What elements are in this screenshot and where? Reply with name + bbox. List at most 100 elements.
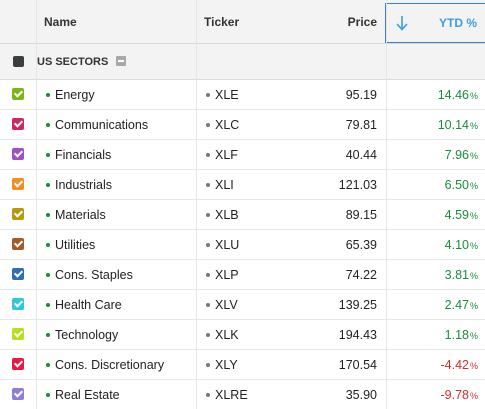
price-cell: 95.19 <box>296 80 377 109</box>
bullet-dot-icon <box>46 363 50 367</box>
ticker-cell: XLK <box>206 320 296 349</box>
column-header-ytd[interactable]: YTD % <box>385 3 485 43</box>
ticker-cell: XLI <box>206 170 296 199</box>
table-row[interactable]: Real Estate XLRE 35.90 -9.78% <box>0 380 485 409</box>
price-cell: 74.22 <box>296 260 377 289</box>
price-cell: 194.43 <box>296 320 377 349</box>
price-value: 40.44 <box>345 147 377 162</box>
ticker-cell: XLE <box>206 80 296 109</box>
bullet-dot-icon <box>46 333 50 337</box>
group-label: US SECTORS <box>37 55 109 68</box>
column-header-name[interactable]: Name <box>44 0 194 43</box>
ytd-unit: % <box>469 240 478 251</box>
ticker-cell: XLP <box>206 260 296 289</box>
sector-name: Cons. Staples <box>55 267 133 282</box>
series-checkbox[interactable] <box>12 238 24 250</box>
table-row[interactable]: Energy XLE 95.19 14.46% <box>0 80 485 110</box>
series-checkbox[interactable] <box>12 358 24 370</box>
price-cell: 89.15 <box>296 200 377 229</box>
ytd-value: 2.47 <box>444 297 469 312</box>
ticker-cell: XLF <box>206 140 296 169</box>
bullet-dot-icon <box>206 243 210 247</box>
bullet-dot-icon <box>46 393 50 397</box>
sector-name: Real Estate <box>55 387 120 402</box>
table-row[interactable]: Technology XLK 194.43 1.18% <box>0 320 485 350</box>
ytd-unit: % <box>469 210 478 221</box>
name-cell: Materials <box>46 200 191 229</box>
column-header-ticker[interactable]: Ticker <box>204 0 294 43</box>
series-checkbox[interactable] <box>12 328 24 340</box>
price-cell: 79.81 <box>296 110 377 139</box>
table-row[interactable]: Utilities XLU 65.39 4.10% <box>0 230 485 260</box>
table-row[interactable]: Health Care XLV 139.25 2.47% <box>0 290 485 320</box>
ticker-symbol: XLU <box>215 237 240 252</box>
bullet-dot-icon <box>206 303 210 307</box>
ticker-symbol: XLRE <box>215 387 248 402</box>
table-row[interactable]: Cons. Discretionary XLY 170.54 -4.42% <box>0 350 485 380</box>
table-row[interactable]: Materials XLB 89.15 4.59% <box>0 200 485 230</box>
series-checkbox[interactable] <box>12 208 24 220</box>
ticker-symbol: XLP <box>215 267 239 282</box>
bullet-dot-icon <box>46 213 50 217</box>
price-value: 121.03 <box>338 177 377 192</box>
ytd-unit: % <box>469 360 478 371</box>
bullet-dot-icon <box>46 93 50 97</box>
sector-name: Energy <box>55 87 95 102</box>
ytd-unit: % <box>469 390 478 401</box>
ticker-cell: XLRE <box>206 380 296 409</box>
series-checkbox[interactable] <box>12 118 24 130</box>
price-value: 89.15 <box>345 207 377 222</box>
series-checkbox[interactable] <box>12 298 24 310</box>
series-checkbox[interactable] <box>12 178 24 190</box>
ytd-unit: % <box>469 270 478 281</box>
ticker-symbol: XLB <box>215 207 239 222</box>
name-cell: Real Estate <box>46 380 191 409</box>
ytd-value: 7.96 <box>444 147 469 162</box>
column-header-name-label: Name <box>44 14 77 29</box>
series-checkbox[interactable] <box>12 268 24 280</box>
bullet-dot-icon <box>206 333 210 337</box>
ytd-cell: 10.14% <box>390 110 478 139</box>
column-header-ytd-label: YTD % <box>438 16 477 30</box>
sector-name: Materials <box>55 207 106 222</box>
price-cell: 139.25 <box>296 290 377 319</box>
price-value: 95.19 <box>345 87 377 102</box>
ticker-symbol: XLC <box>215 117 240 132</box>
ticker-cell: XLB <box>206 200 296 229</box>
sector-name: Communications <box>55 117 149 132</box>
series-checkbox[interactable] <box>12 88 24 100</box>
column-header-ticker-label: Ticker <box>204 14 240 29</box>
price-value: 35.90 <box>345 387 377 402</box>
price-cell: 40.44 <box>296 140 377 169</box>
column-header-price[interactable]: Price <box>290 0 377 43</box>
name-cell: Financials <box>46 140 191 169</box>
name-cell: Utilities <box>46 230 191 259</box>
table-row[interactable]: Industrials XLI 121.03 6.50% <box>0 170 485 200</box>
price-value: 79.81 <box>345 117 377 132</box>
sector-name: Technology <box>55 327 119 342</box>
group-row-us-sectors[interactable]: US SECTORS <box>0 44 485 80</box>
ytd-cell: -9.78% <box>390 380 478 409</box>
bullet-dot-icon <box>206 273 210 277</box>
price-value: 74.22 <box>345 267 377 282</box>
table-row[interactable]: Cons. Staples XLP 74.22 3.81% <box>0 260 485 290</box>
ytd-cell: 1.18% <box>390 320 478 349</box>
table-row[interactable]: Financials XLF 40.44 7.96% <box>0 140 485 170</box>
ytd-unit: % <box>469 330 478 341</box>
ytd-value: 4.59 <box>444 207 469 222</box>
bullet-dot-icon <box>206 213 210 217</box>
price-value: 65.39 <box>345 237 377 252</box>
arrow-down-icon[interactable] <box>395 15 409 31</box>
name-cell: Technology <box>46 320 191 349</box>
bullet-dot-icon <box>206 183 210 187</box>
table-row[interactable]: Communications XLC 79.81 10.14% <box>0 110 485 140</box>
ytd-unit: % <box>469 180 478 191</box>
price-cell: 65.39 <box>296 230 377 259</box>
bullet-dot-icon <box>206 93 210 97</box>
series-checkbox[interactable] <box>12 388 24 400</box>
name-cell: Industrials <box>46 170 191 199</box>
minus-square-icon[interactable] <box>116 56 126 66</box>
sector-name: Industrials <box>55 177 112 192</box>
series-checkbox[interactable] <box>12 148 24 160</box>
ytd-cell: -4.42% <box>390 350 478 379</box>
